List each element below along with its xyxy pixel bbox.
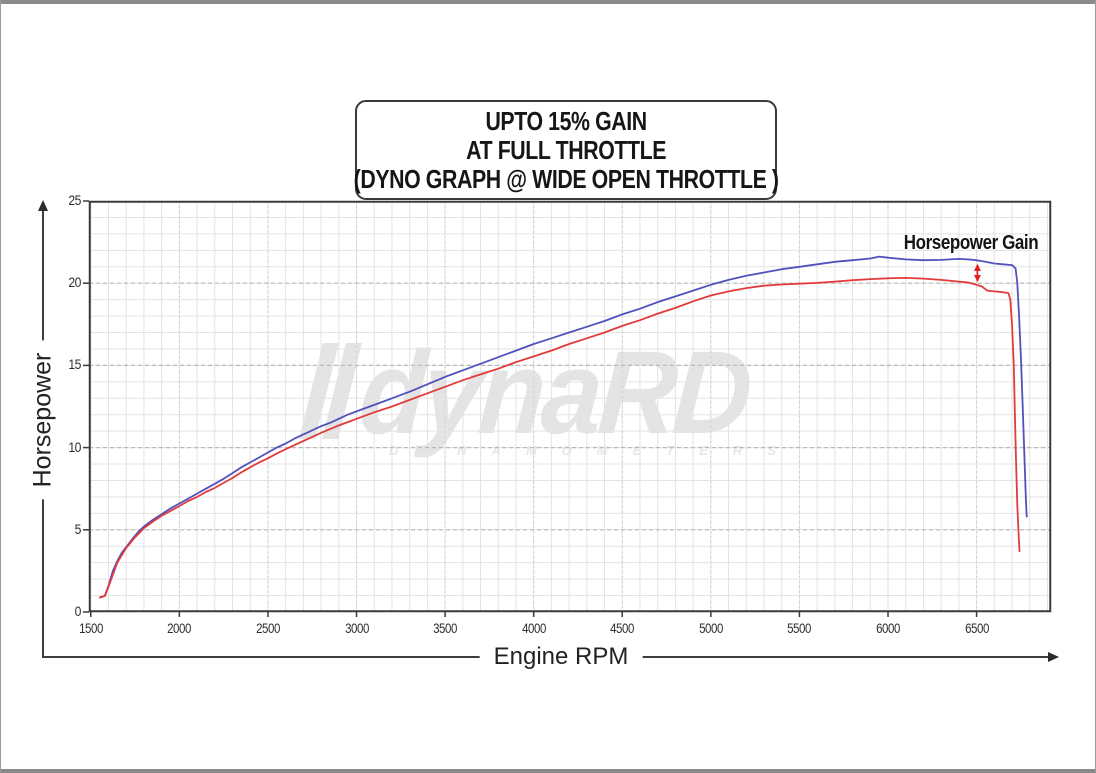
title-line-1: UPTO 15% GAIN — [485, 105, 647, 136]
x-tick-label: 5500 — [787, 621, 812, 636]
watermark-subtext: DYNAMOMETERS — [389, 443, 801, 458]
y-tick-label: 10 — [68, 439, 81, 455]
x-tick-label: 6000 — [876, 621, 900, 636]
x-axis-arrow-right-icon — [1048, 651, 1059, 662]
dyno-chart-svg — [83, 200, 1052, 617]
y-axis-title-text: Horsepower — [24, 340, 62, 500]
curve-red — [99, 277, 1021, 599]
y-tick-label: 25 — [68, 193, 81, 208]
title-box: UPTO 15% GAIN AT FULL THROTTLE (DYNO GRA… — [353, 100, 779, 200]
plot-area: dynaRD DYNAMOMETERS — [83, 200, 1052, 617]
x-tick-label: 4000 — [521, 621, 546, 636]
title-line-2: AT FULL THROTTLE — [466, 134, 666, 165]
y-tick-label: 0 — [74, 604, 82, 619]
y-tick-label: 15 — [68, 357, 81, 373]
x-tick-label: 6500 — [964, 621, 989, 636]
curve-blue — [99, 255, 1028, 599]
x-tick-label: 2000 — [167, 621, 192, 636]
title-text: UPTO 15% GAIN AT FULL THROTTLE (DYNO GRA… — [353, 105, 779, 194]
y-axis-arrow-up-icon — [37, 200, 48, 211]
y-tick-label: 5 — [74, 521, 82, 537]
gain-label: Horsepower Gain — [903, 232, 1039, 254]
x-tick-label: 4500 — [610, 621, 635, 636]
x-tick-label: 3000 — [344, 621, 369, 636]
top-frame-bar — [1, 0, 1095, 4]
x-tick-label: 3500 — [433, 621, 458, 636]
y-tick-label: 20 — [68, 275, 81, 291]
bottom-frame-bar — [1, 769, 1095, 773]
x-tick-label: 5000 — [698, 621, 723, 636]
x-tick-label: 1500 — [78, 621, 103, 636]
x-axis-title: Engine RPM — [479, 641, 643, 673]
title-line-3: (DYNO GRAPH @ WIDE OPEN THROTTLE ) — [353, 163, 779, 194]
x-tick-label: 2500 — [255, 621, 280, 636]
